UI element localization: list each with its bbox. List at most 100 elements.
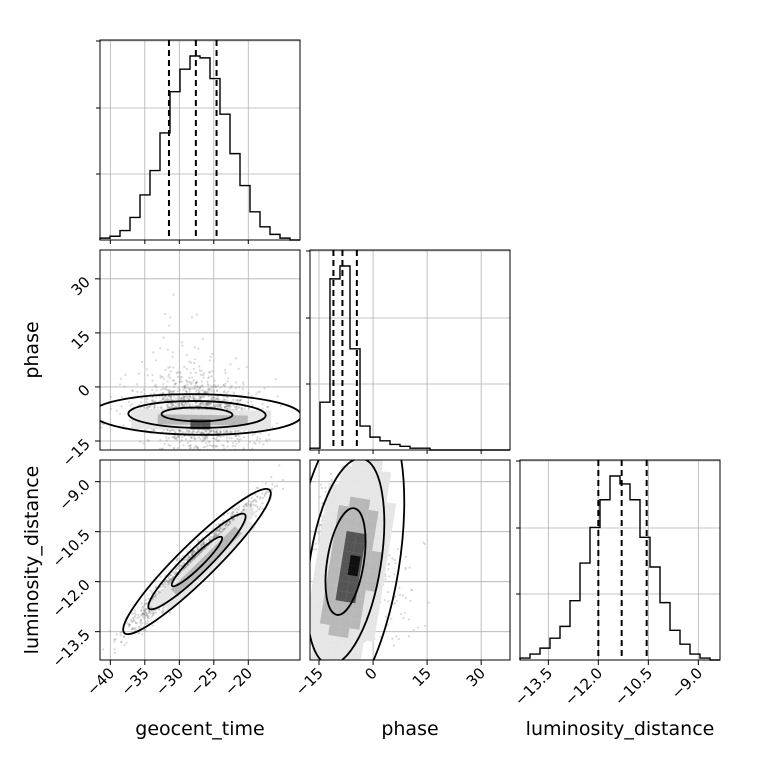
scatter-point: [161, 398, 164, 401]
scatter-point: [146, 617, 149, 620]
scatter-point: [200, 401, 203, 404]
scatter-point: [169, 579, 172, 582]
scatter-point: [168, 324, 171, 327]
scatter-point: [202, 389, 205, 392]
scatter-point: [225, 430, 228, 433]
scatter-point: [130, 403, 134, 406]
scatter-point: [266, 406, 270, 409]
scatter-point: [193, 438, 196, 441]
scatter-point: [166, 407, 169, 410]
scatter-point: [234, 440, 237, 443]
scatter-point: [209, 397, 212, 400]
scatter-point: [146, 439, 149, 442]
scatter-point: [254, 493, 257, 496]
scatter-point: [139, 619, 143, 622]
scatter-point: [134, 628, 137, 631]
scatter-point: [164, 387, 167, 390]
scatter-point: [195, 398, 199, 401]
scatter-point: [185, 367, 188, 371]
scatter-point: [131, 620, 134, 623]
scatter-point: [144, 610, 147, 613]
scatter-point: [198, 390, 201, 393]
scatter-point: [223, 389, 226, 393]
scatter-point: [220, 526, 223, 529]
scatter-point: [228, 405, 231, 409]
scatter-point: [174, 430, 177, 433]
scatter-point: [185, 354, 188, 357]
scatter-point: [164, 395, 167, 398]
scatter-point: [219, 405, 222, 408]
scatter-point: [208, 402, 211, 405]
scatter-point: [230, 431, 233, 434]
scatter-point: [196, 446, 199, 449]
scatter-point: [137, 613, 140, 616]
scatter-point: [177, 453, 179, 455]
scatter-point: [235, 405, 238, 408]
scatter-point: [173, 573, 177, 576]
scatter-point: [221, 525, 224, 528]
scatter-point: [212, 430, 215, 433]
scatter-point: [133, 629, 136, 633]
scatter-point: [122, 635, 126, 638]
density-cell: [131, 408, 142, 420]
scatter-point: [412, 629, 415, 632]
scatter-point: [254, 499, 257, 502]
scatter-point: [199, 543, 202, 547]
scatter-point: [320, 523, 323, 527]
scatter-point: [199, 403, 202, 407]
scatter-point: [192, 396, 196, 399]
scatter-point: [170, 577, 173, 580]
scatter-point: [148, 609, 151, 613]
scatter-point: [128, 623, 131, 627]
scatter-point: [169, 365, 172, 368]
scatter-point: [205, 539, 208, 542]
scatter-point: [165, 385, 168, 388]
scatter-point: [167, 581, 170, 584]
scatter-point: [191, 553, 194, 556]
scatter-point: [125, 641, 128, 644]
scatter-point: [142, 406, 145, 409]
scatter-point: [226, 456, 228, 458]
scatter-point: [138, 372, 141, 375]
scatter-point: [164, 580, 167, 583]
scatter-point: [132, 619, 135, 622]
scatter-point: [173, 436, 176, 439]
scatter-point: [172, 435, 175, 439]
scatter-point: [259, 496, 262, 499]
scatter-point: [194, 401, 197, 404]
scatter-point: [263, 494, 266, 497]
scatter-point: [189, 371, 192, 375]
scatter-point: [180, 404, 183, 407]
scatter-point: [109, 630, 112, 633]
scatter-point: [148, 405, 151, 408]
scatter-point: [152, 400, 155, 403]
density-cell: [141, 409, 152, 420]
scatter-point: [223, 447, 226, 450]
scatter-point: [120, 631, 123, 634]
scatter-point: [324, 486, 327, 489]
scatter-point: [188, 394, 192, 397]
scatter-point: [189, 552, 192, 555]
scatter-point: [177, 404, 180, 407]
scatter-point: [188, 376, 191, 379]
scatter-point: [206, 444, 209, 447]
scatter-point: [207, 457, 209, 459]
scatter-point: [131, 389, 134, 392]
scatter-point: [253, 498, 256, 501]
scatter-point: [129, 404, 132, 407]
scatter-point: [188, 430, 191, 433]
scatter-point: [151, 388, 154, 392]
scatter-point: [183, 398, 186, 401]
scatter-point: [143, 609, 146, 612]
scatter-point: [206, 403, 210, 406]
scatter-point: [410, 589, 414, 592]
scatter-point: [203, 395, 206, 398]
scatter-point: [218, 530, 221, 533]
scatter-point: [212, 437, 215, 440]
scatter-point: [171, 390, 174, 394]
scatter-point: [163, 442, 166, 445]
scatter-point: [216, 384, 220, 387]
scatter-point: [250, 503, 253, 506]
scatter-point: [158, 395, 161, 398]
scatter-point: [177, 402, 180, 405]
